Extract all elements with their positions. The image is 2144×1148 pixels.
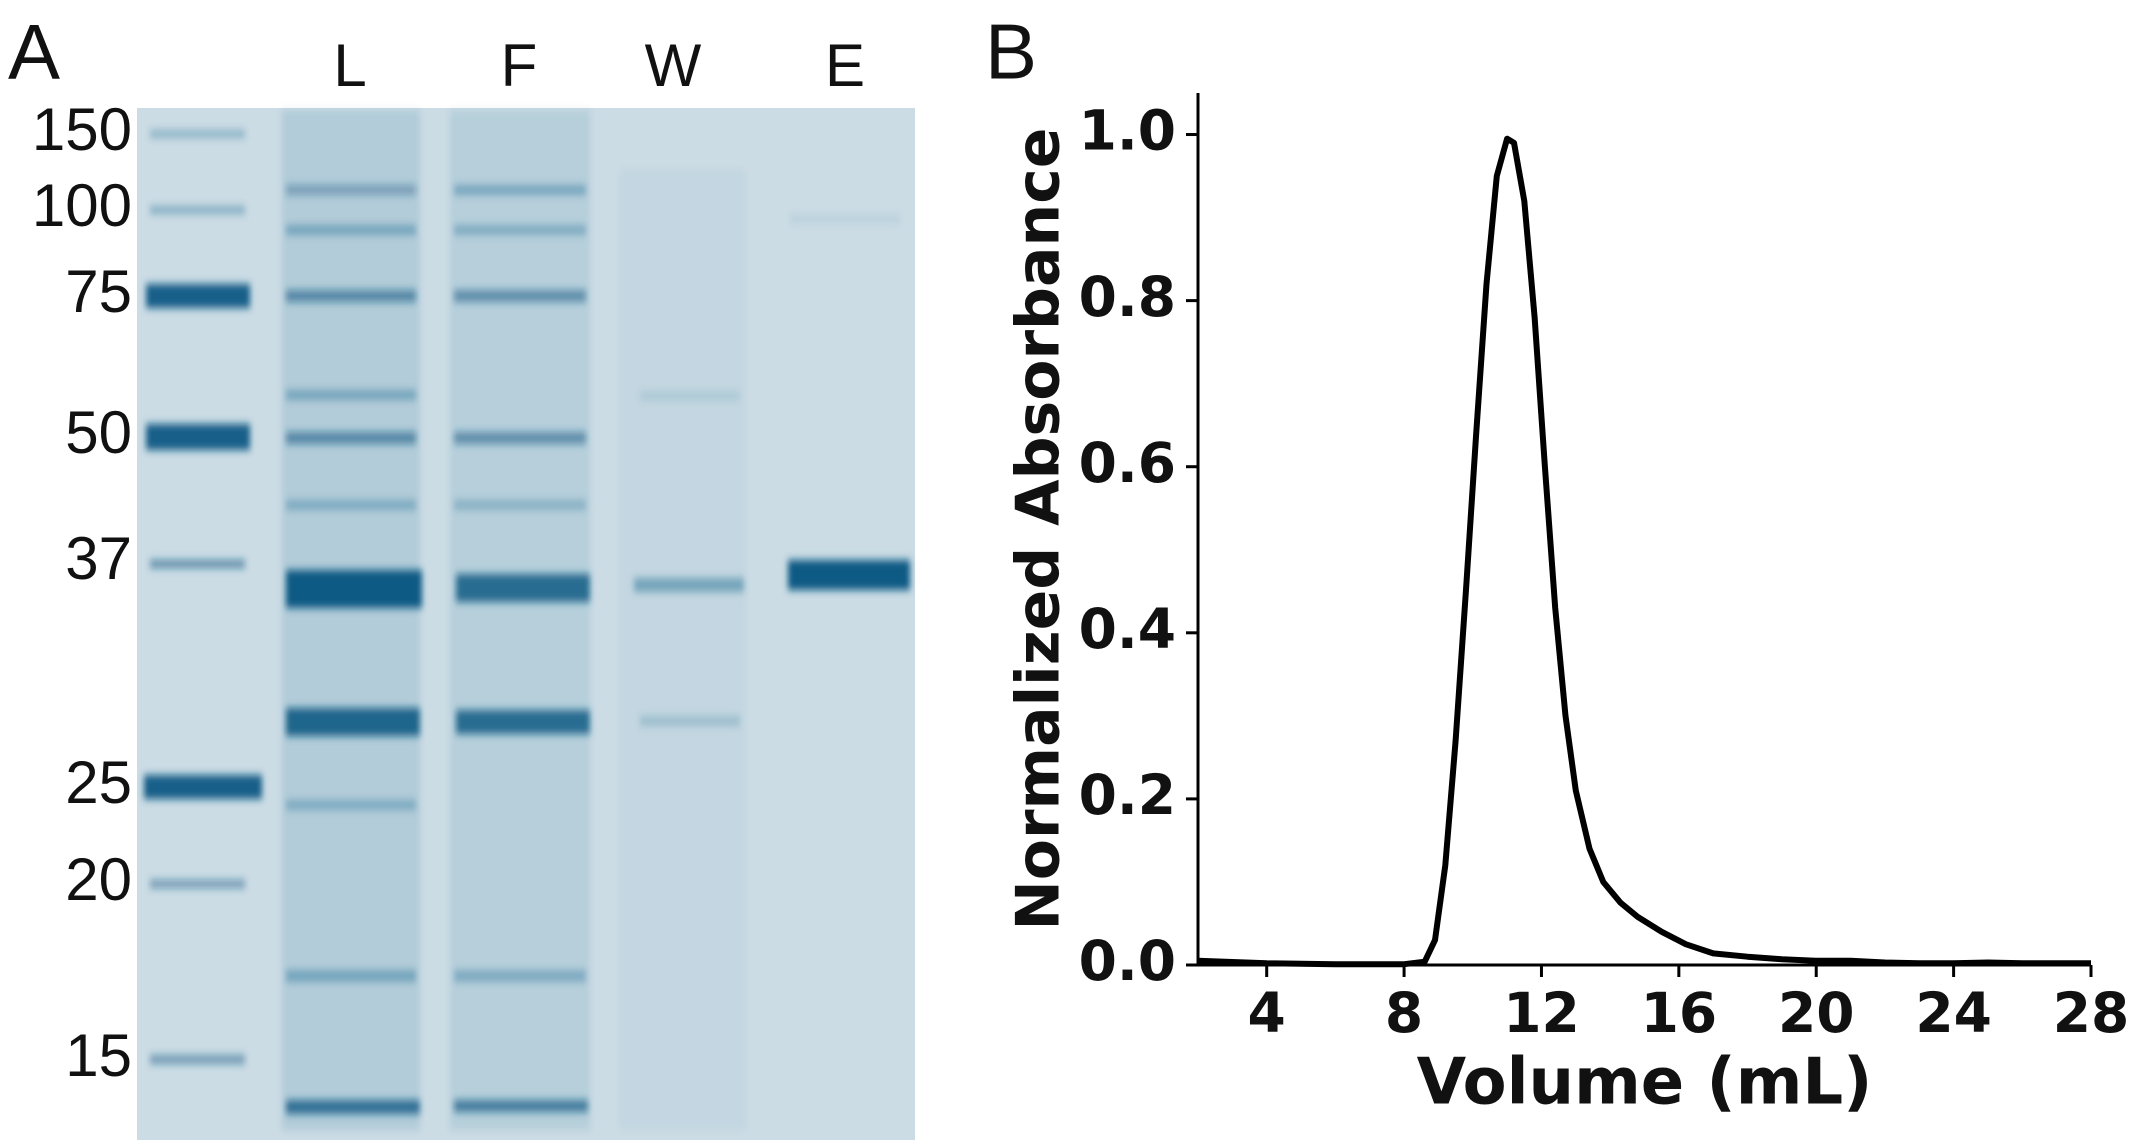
gel-band <box>286 570 422 608</box>
gel-band <box>640 716 740 726</box>
x-tick-label: 28 <box>2053 981 2130 1045</box>
lane-label: F <box>501 32 538 99</box>
marker-label: 100 <box>32 172 132 239</box>
x-tick-label: 16 <box>1641 981 1718 1045</box>
gel-band <box>286 800 416 810</box>
y-tick-label: 0.2 <box>1079 763 1176 827</box>
gel-band <box>146 424 250 450</box>
gel-band <box>454 432 586 444</box>
gel-band <box>286 500 416 510</box>
marker-label: 20 <box>65 846 132 913</box>
marker-label: 25 <box>65 749 132 816</box>
line <box>1197 135 2091 968</box>
gel-band <box>150 560 245 568</box>
y-tick-label: 0.0 <box>1079 929 1176 993</box>
gel-band <box>286 225 416 235</box>
marker-label: 37 <box>65 525 132 592</box>
x-tick-label: 8 <box>1385 981 1423 1045</box>
gel-band <box>150 880 245 888</box>
panel-label: A <box>8 8 60 96</box>
y-tick-label: 1.0 <box>1079 99 1176 163</box>
gel-band <box>150 206 245 214</box>
y-tick-label: 0.6 <box>1079 431 1176 495</box>
gel-band <box>150 1055 245 1064</box>
gel-band <box>456 574 590 602</box>
gel-band <box>144 775 262 799</box>
gel-band <box>146 284 250 308</box>
gel-band <box>286 1100 420 1114</box>
gel-band <box>286 970 416 982</box>
gel-band <box>150 130 245 138</box>
gel-lane <box>620 170 745 1130</box>
x-tick-label: 4 <box>1248 981 1286 1045</box>
gel-band <box>454 225 586 235</box>
gel-band <box>456 710 590 734</box>
y-axis-label: Normalized Absorbance <box>1004 128 1074 931</box>
gel-band <box>454 970 586 982</box>
gel-band <box>286 432 416 444</box>
gel-bands <box>144 110 910 1130</box>
gel-band <box>454 185 586 195</box>
x-tick-label: 20 <box>1778 981 1855 1045</box>
panel-label: B <box>985 8 1037 96</box>
x-axis-label: Volume (mL) <box>1417 1046 1873 1120</box>
x-tick-label: 24 <box>1915 981 1992 1045</box>
marker-label: 50 <box>65 399 132 466</box>
gel-lane <box>282 110 420 1130</box>
gel-band <box>454 290 586 302</box>
gel-band <box>286 708 420 736</box>
gel-band <box>286 185 416 195</box>
gel-band <box>286 290 416 302</box>
x-tick-label: 12 <box>1503 981 1580 1045</box>
lane-label: E <box>825 32 865 99</box>
marker-label: 150 <box>32 96 132 163</box>
gel-band <box>790 215 900 223</box>
gel-band <box>286 390 416 400</box>
marker-label: 75 <box>65 258 132 325</box>
gel-band <box>454 500 586 510</box>
gel-band <box>454 1100 588 1112</box>
gel-lane <box>450 110 590 1130</box>
lane-label: W <box>645 32 702 99</box>
gel-band <box>634 578 744 592</box>
gel-band <box>788 560 910 590</box>
lane-label: L <box>333 32 366 99</box>
marker-label: 15 <box>65 1022 132 1089</box>
y-tick-label: 0.4 <box>1079 597 1176 661</box>
gel-band <box>640 392 740 400</box>
y-tick-label: 0.8 <box>1079 265 1176 329</box>
